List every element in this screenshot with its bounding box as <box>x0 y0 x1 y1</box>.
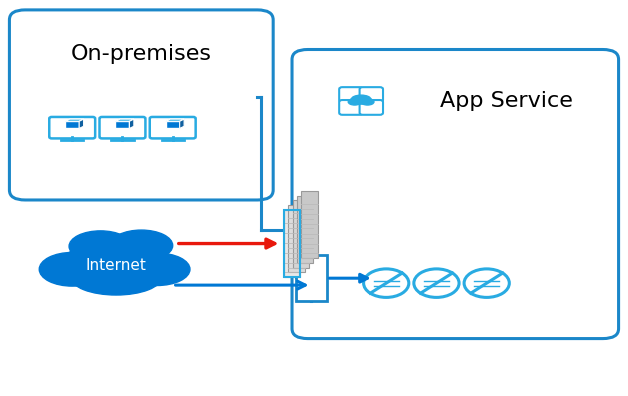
FancyBboxPatch shape <box>99 117 146 139</box>
FancyBboxPatch shape <box>297 196 313 263</box>
FancyBboxPatch shape <box>284 210 300 277</box>
Ellipse shape <box>61 241 171 290</box>
Polygon shape <box>65 119 84 121</box>
Text: On-premises: On-premises <box>71 44 212 64</box>
Polygon shape <box>116 119 134 121</box>
Text: Internet: Internet <box>86 258 146 273</box>
FancyBboxPatch shape <box>65 121 79 128</box>
Ellipse shape <box>69 231 132 262</box>
Ellipse shape <box>39 253 105 286</box>
FancyBboxPatch shape <box>149 117 196 139</box>
Polygon shape <box>79 119 84 128</box>
Ellipse shape <box>361 99 374 105</box>
Text: App Service: App Service <box>440 91 573 111</box>
FancyBboxPatch shape <box>360 100 383 115</box>
Polygon shape <box>129 119 134 128</box>
FancyBboxPatch shape <box>296 255 327 301</box>
FancyBboxPatch shape <box>166 121 180 128</box>
FancyBboxPatch shape <box>339 87 362 102</box>
FancyBboxPatch shape <box>293 200 309 268</box>
Ellipse shape <box>124 253 190 286</box>
FancyBboxPatch shape <box>116 121 129 128</box>
FancyBboxPatch shape <box>288 205 305 272</box>
FancyBboxPatch shape <box>292 50 619 339</box>
Ellipse shape <box>349 99 361 105</box>
Ellipse shape <box>351 95 371 104</box>
FancyBboxPatch shape <box>301 191 318 258</box>
FancyBboxPatch shape <box>9 10 273 200</box>
FancyBboxPatch shape <box>49 117 95 139</box>
Polygon shape <box>180 119 184 128</box>
Ellipse shape <box>110 230 173 261</box>
FancyBboxPatch shape <box>360 87 383 102</box>
Ellipse shape <box>70 259 162 295</box>
FancyBboxPatch shape <box>339 100 362 115</box>
Polygon shape <box>166 119 184 121</box>
